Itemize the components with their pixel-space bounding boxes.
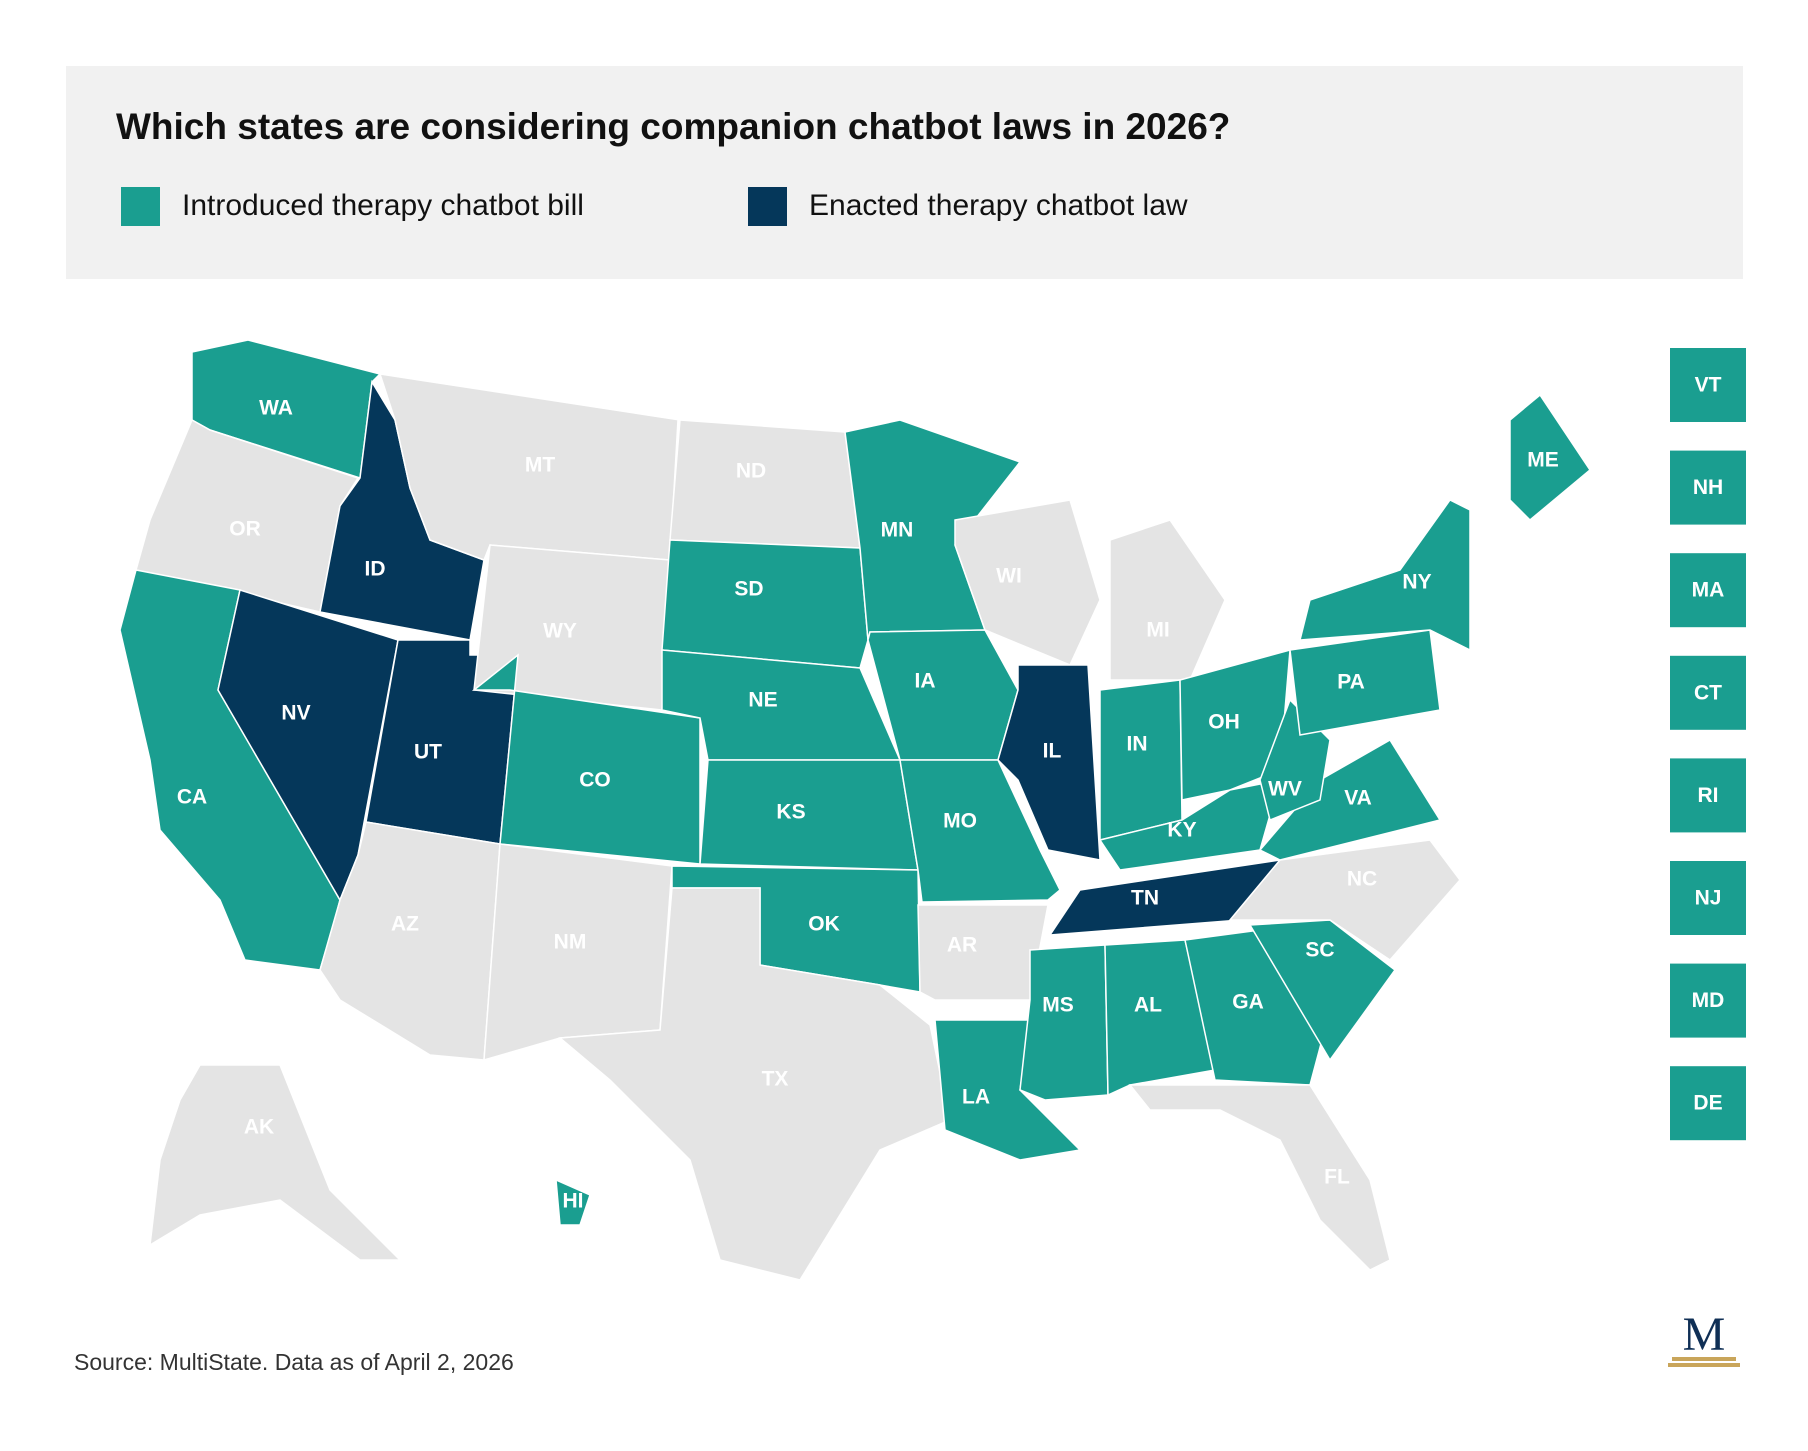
state-pa xyxy=(1289,629,1441,736)
state-label-ar: AR xyxy=(947,934,977,957)
legend-item-enacted: Enacted therapy chatbot law xyxy=(748,186,1188,226)
state-ny xyxy=(1299,499,1471,652)
state-label-mo: MO xyxy=(943,810,977,833)
state-label-hi: HI xyxy=(563,1190,584,1213)
state-label-tn: TN xyxy=(1131,887,1159,910)
logo-letter: M xyxy=(1683,1310,1726,1361)
state-tn xyxy=(1048,859,1282,936)
state-il xyxy=(997,664,1101,861)
small-state-box-ri xyxy=(1670,758,1746,833)
state-label-nv: NV xyxy=(281,702,310,725)
state-label-al: AL xyxy=(1134,994,1162,1017)
state-label-id: ID xyxy=(365,558,386,581)
state-label-la: LA xyxy=(962,1086,990,1109)
state-label-ca: CA xyxy=(177,786,207,809)
state-sd xyxy=(661,539,869,669)
state-label-ak: AK xyxy=(244,1116,274,1139)
state-shapes xyxy=(119,339,1591,1281)
state-label-ia: IA xyxy=(915,670,936,693)
small-state-boxes: VT NH MA CT RI NJ MD DE xyxy=(1670,348,1746,1141)
small-state-box-nj xyxy=(1670,861,1746,935)
state-label-or: OR xyxy=(229,518,261,541)
source-note: Source: MultiState. Data as of April 2, … xyxy=(74,1349,514,1375)
small-state-label-de: DE xyxy=(1693,1092,1722,1115)
state-label-ks: KS xyxy=(776,801,805,824)
state-tx xyxy=(558,887,951,1281)
state-label-az: AZ xyxy=(391,913,419,936)
state-label-il: IL xyxy=(1043,740,1062,763)
state-hi xyxy=(555,1178,591,1226)
state-label-nd: ND xyxy=(736,460,766,483)
legend-label-introduced: Introduced therapy chatbot bill xyxy=(182,189,584,222)
state-in xyxy=(1099,679,1183,841)
state-label-ok: OK xyxy=(808,913,840,936)
state-label-ne: NE xyxy=(748,689,777,712)
state-label-pa: PA xyxy=(1337,671,1365,694)
legend-item-introduced: Introduced therapy chatbot bill xyxy=(121,186,584,226)
state-oh xyxy=(1179,648,1291,801)
small-state-label-ct: CT xyxy=(1694,681,1722,704)
small-state-box-ct xyxy=(1670,655,1746,730)
state-label-oh: OH xyxy=(1208,711,1240,734)
state-label-nm: NM xyxy=(554,931,587,954)
state-ms xyxy=(1019,944,1109,1101)
state-ak xyxy=(149,1064,402,1261)
legend-swatch-introduced xyxy=(121,186,160,226)
small-state-label-nj: NJ xyxy=(1695,887,1722,910)
small-state-box-de xyxy=(1670,1066,1746,1141)
state-mt xyxy=(378,373,681,561)
state-label-fl: FL xyxy=(1324,1166,1350,1189)
small-state-box-md xyxy=(1670,963,1746,1038)
small-state-label-nh: NH xyxy=(1693,476,1723,499)
state-label-me: ME xyxy=(1527,449,1559,472)
small-state-label-ma: MA xyxy=(1692,579,1725,602)
state-fl xyxy=(1128,1084,1391,1271)
state-mi xyxy=(1109,519,1226,681)
small-state-label-vt: VT xyxy=(1695,374,1722,397)
state-label-co: CO xyxy=(579,769,611,792)
state-label-in: IN xyxy=(1127,733,1148,756)
small-state-label-md: MD xyxy=(1692,989,1725,1012)
legend-label-enacted: Enacted therapy chatbot law xyxy=(809,189,1188,222)
state-labels: WA OR CA ID NV UT AZ MT WY CO NM ND SD NE KS OK TX MN IA MO… xyxy=(177,397,1559,1213)
state-mo xyxy=(899,759,1061,903)
state-label-ut: UT xyxy=(414,741,442,764)
state-label-wy: WY xyxy=(543,620,577,643)
state-ar xyxy=(917,904,1049,1001)
small-state-box-vt xyxy=(1670,348,1746,422)
state-label-mn: MN xyxy=(881,519,914,542)
state-label-nc: NC xyxy=(1347,868,1377,891)
header-panel: Which states are considering companion c… xyxy=(66,66,1743,279)
state-label-sd: SD xyxy=(734,578,763,601)
state-al xyxy=(1104,939,1216,1097)
state-label-ky: KY xyxy=(1167,819,1196,842)
multistate-logo: M xyxy=(1668,1310,1740,1367)
small-state-box-ma xyxy=(1670,553,1746,628)
state-label-wa: WA xyxy=(259,397,293,420)
small-state-box-nh xyxy=(1670,450,1746,525)
state-label-va: VA xyxy=(1344,787,1372,810)
state-ks xyxy=(699,759,919,871)
state-label-ms: MS xyxy=(1042,994,1074,1017)
state-label-ny: NY xyxy=(1402,571,1431,594)
state-label-wv: WV xyxy=(1268,778,1302,801)
state-nd xyxy=(669,419,861,549)
state-label-sc: SC xyxy=(1305,939,1334,962)
small-state-label-ri: RI xyxy=(1698,784,1719,807)
state-label-ga: GA xyxy=(1232,991,1264,1014)
state-label-mt: MT xyxy=(525,454,555,477)
state-label-mi: MI xyxy=(1146,619,1169,642)
legend-swatch-enacted xyxy=(748,186,787,226)
state-label-wi: WI xyxy=(996,565,1022,588)
state-me xyxy=(1509,393,1591,522)
map-title: Which states are considering companion c… xyxy=(116,106,1231,147)
state-label-tx: TX xyxy=(762,1068,789,1091)
state-sc xyxy=(1248,919,1397,1062)
